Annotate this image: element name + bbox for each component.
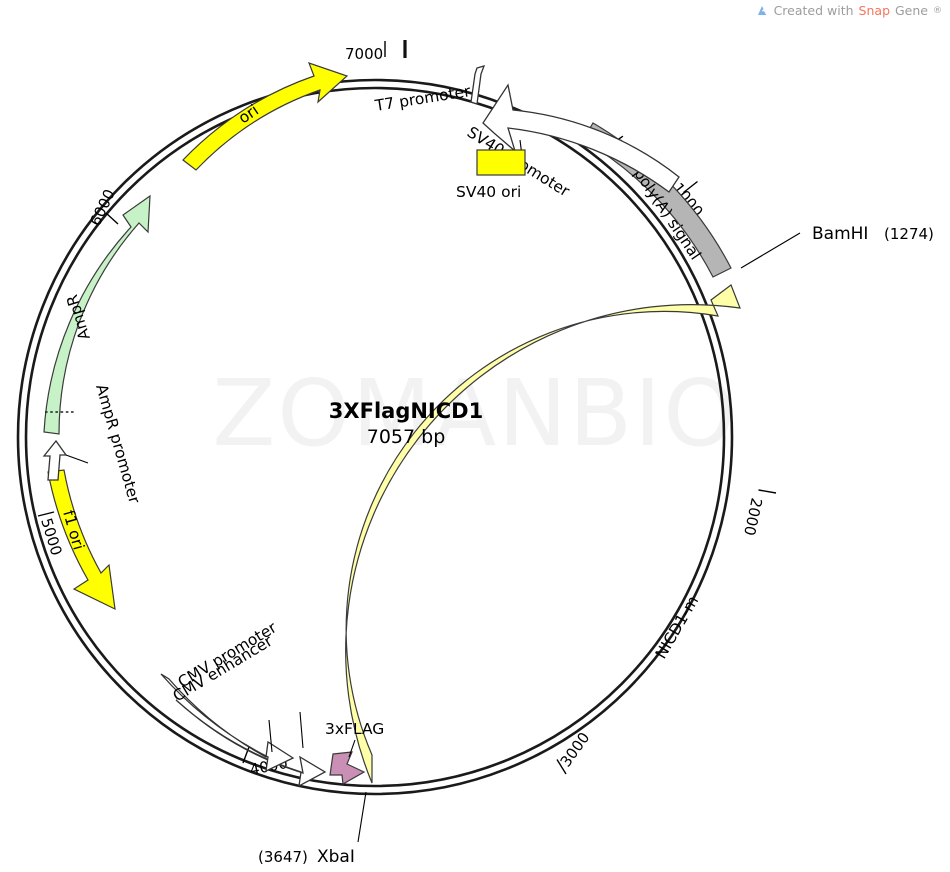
ruler-tick-label-2000: 2000 xyxy=(740,496,766,537)
feature-label-nicd1-m: NICD1-m xyxy=(652,593,702,662)
feature-cmv-enhancer[interactable] xyxy=(160,673,295,773)
ruler-tick-7000: 7000 xyxy=(345,41,386,63)
plasmid-name: 3XFlagNICD1 xyxy=(329,399,483,423)
restriction-site-name-xbai: XbaI xyxy=(317,847,355,867)
ruler-tick-label-6000: 6000 xyxy=(86,186,118,228)
plasmid-backbone-outer-ring xyxy=(16,78,734,796)
feature-label-ampr-promoter: AmpR promoter xyxy=(92,382,143,506)
leader-line-bamhi xyxy=(740,232,801,269)
ruler-tick-6000: 6000 xyxy=(86,186,118,228)
leader-line-cmv-promoter xyxy=(299,711,304,749)
restriction-site-xbai[interactable]: (3647) XbaI xyxy=(258,791,367,867)
leader-line-3xflag xyxy=(348,739,356,758)
leader-line-ampr-promoter xyxy=(65,454,89,464)
leader-line-xbai xyxy=(357,791,367,843)
feature-ori[interactable]: ori xyxy=(182,62,349,171)
plasmid-backbone-inner-ring xyxy=(24,86,726,788)
feature-3xflag[interactable] xyxy=(329,751,366,785)
plasmid-size: 7057 bp xyxy=(367,426,446,448)
feature-label-3xflag: 3xFLAG xyxy=(325,720,384,738)
snapgene-credit: Created with Snap Gene ® xyxy=(756,3,942,18)
leader-line-cmv-enhancer xyxy=(268,719,273,753)
ruler-tick-label-3000: 3000 xyxy=(557,729,594,771)
credit-prefix: Created with xyxy=(773,3,854,18)
feature-cmv-promoter[interactable] xyxy=(175,699,327,788)
credit-brand-gene: Gene xyxy=(895,3,928,18)
feature-t7-promoter[interactable] xyxy=(470,65,486,105)
restriction-site-pos-xbai: (3647) xyxy=(258,848,308,866)
restriction-site-bamhi[interactable]: BamHI (1274) xyxy=(740,224,934,269)
snapgene-logo-icon xyxy=(756,4,769,17)
ruler-tick-3000: 3000 xyxy=(556,729,594,775)
restriction-site-name-bamhi: BamHI xyxy=(812,224,868,244)
feature-sv40-ori[interactable]: SV40 ori xyxy=(456,149,526,201)
ruler-tick-2000: 2000 xyxy=(740,489,777,537)
restriction-site-pos-bamhi: (1274) xyxy=(884,225,934,243)
feature-ampr-promoter[interactable] xyxy=(42,439,68,481)
credit-registered-mark: ® xyxy=(933,5,942,16)
ruler-tick-label-7000: 7000 xyxy=(345,45,383,63)
credit-brand-snap: Snap xyxy=(858,3,890,18)
feature-sv40-promoter[interactable] xyxy=(482,83,680,193)
feature-label-sv40-ori: SV40 ori xyxy=(456,183,521,201)
